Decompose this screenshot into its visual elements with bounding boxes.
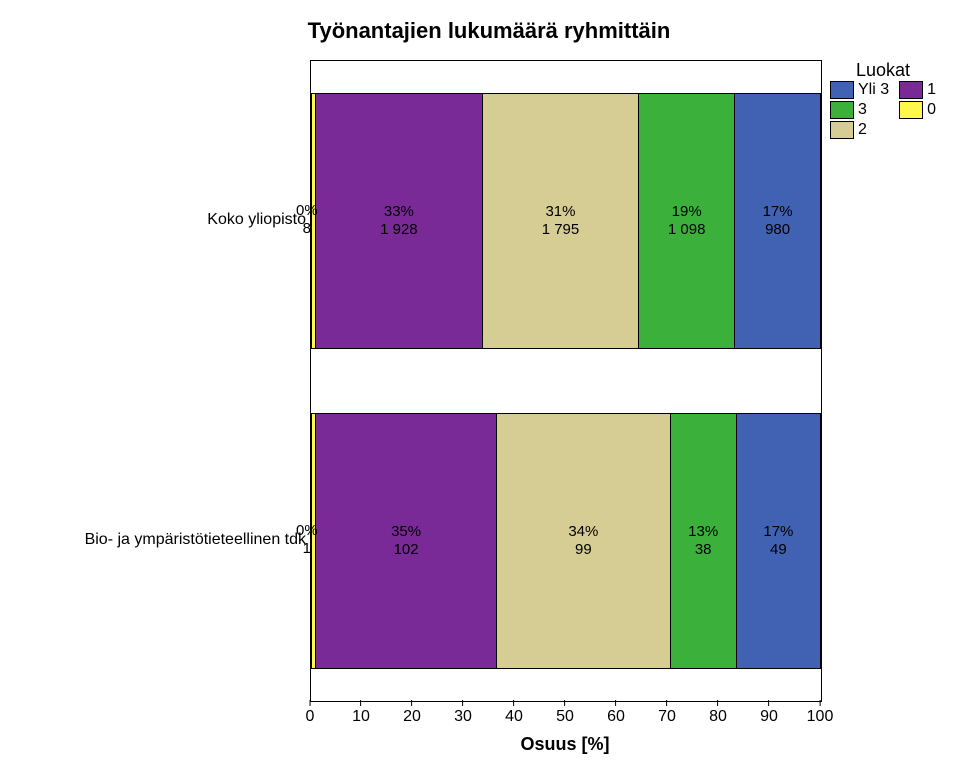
segment-label: 35%102 [391,523,421,559]
x-tick-label: 30 [454,708,472,726]
bar-segment: 35%102 [316,413,497,669]
bar-segment: 31%1 795 [483,93,640,349]
legend-label: 1 [927,81,936,99]
segment-count: 38 [688,541,718,559]
x-tick-line [513,700,514,706]
x-tick: 100 [807,700,834,726]
chart-title: Työnantajien lukumäärä ryhmittäin [0,18,978,44]
bar-segment: 17%49 [737,413,821,669]
bar-row: 35%102 34%99 13%38 17%49 [311,413,821,669]
x-tick-label: 60 [607,708,625,726]
segment-pct: 31% [542,203,580,221]
legend-label: 2 [858,121,867,139]
x-tick: 10 [352,700,370,726]
segment-count: 1 928 [380,221,418,239]
x-tick: 90 [760,700,778,726]
x-tick-line [564,700,565,706]
segment-label: 13%38 [688,523,718,559]
segment-count: 99 [568,541,598,559]
segment-label: 34%99 [568,523,598,559]
x-axis-title: Osuus [%] [310,734,820,755]
bar-segment: 33%1 928 [316,93,483,349]
legend-swatch [899,81,923,99]
legend-items: Yli 3 1 3 0 2 [830,81,936,139]
segment-label: 0%8 [296,202,318,238]
x-tick-label: 0 [306,708,315,726]
segment-count: 8 [296,220,318,238]
y-category-label: Koko yliopisto [6,211,306,229]
x-tick-label: 100 [807,708,834,726]
bar-segment: 34%99 [497,413,670,669]
segment-pct: 13% [688,523,718,541]
legend-swatch [830,101,854,119]
segment-pct: 0% [296,522,318,540]
segment-pct: 35% [391,523,421,541]
x-tick-line [310,700,311,706]
legend-item: 3 [830,101,889,119]
x-tick-line [768,700,769,706]
x-tick-label: 40 [505,708,523,726]
legend-title: Luokat [830,60,936,81]
segment-label: 17%49 [763,523,793,559]
chart-container: Työnantajien lukumäärä ryhmittäin Luokat… [0,0,978,784]
bar-segment: 13%38 [671,413,737,669]
legend-item: 1 [899,81,936,99]
x-tick-line [666,700,667,706]
bar-row: 33%1 928 31%1 795 19%1 098 17%980 [311,93,821,349]
y-category-label: Bio- ja ympäristötieteellinen tdk [6,531,306,549]
x-tick: 70 [658,700,676,726]
x-tick-line [615,700,616,706]
bar-segment: 19%1 098 [639,93,735,349]
segment-pct: 34% [568,523,598,541]
x-tick: 40 [505,700,523,726]
segment-pct: 17% [763,203,793,221]
legend-swatch [830,81,854,99]
x-tick-line [411,700,412,706]
x-tick-line [717,700,718,706]
segment-count: 49 [763,541,793,559]
legend-item: 0 [899,101,936,119]
segment-pct: 19% [668,203,706,221]
legend-swatch [899,101,923,119]
segment-label: 0%1 [296,522,318,558]
x-tick-label: 50 [556,708,574,726]
segment-count: 1 795 [542,221,580,239]
segment-pct: 0% [296,202,318,220]
legend-label: 3 [858,101,867,119]
segment-label: 31%1 795 [542,203,580,239]
x-tick-line [360,700,361,706]
x-tick-label: 10 [352,708,370,726]
segment-label: 33%1 928 [380,203,418,239]
bar-segment: 17%980 [735,93,821,349]
x-tick: 50 [556,700,574,726]
segment-label: 19%1 098 [668,203,706,239]
x-tick-label: 70 [658,708,676,726]
segment-count: 1 [296,540,318,558]
x-tick-label: 80 [709,708,727,726]
segment-count: 1 098 [668,221,706,239]
legend: Luokat Yli 3 1 3 0 2 [830,60,936,139]
legend-swatch [830,121,854,139]
x-tick: 30 [454,700,472,726]
segment-pct: 33% [380,203,418,221]
x-tick-label: 90 [760,708,778,726]
legend-label: 0 [927,101,936,119]
segment-pct: 17% [763,523,793,541]
segment-count: 980 [763,221,793,239]
x-tick: 20 [403,700,421,726]
legend-item: 2 [830,121,889,139]
x-tick-label: 20 [403,708,421,726]
x-tick: 60 [607,700,625,726]
x-tick-line [819,700,820,706]
x-tick: 0 [306,700,315,726]
legend-item: Yli 3 [830,81,889,99]
legend-label: Yli 3 [858,81,889,99]
segment-label: 17%980 [763,203,793,239]
plot-area: 33%1 92831%1 79519%1 09817%98035%10234%9… [310,60,822,702]
segment-count: 102 [391,541,421,559]
x-tick-line [462,700,463,706]
x-tick: 80 [709,700,727,726]
